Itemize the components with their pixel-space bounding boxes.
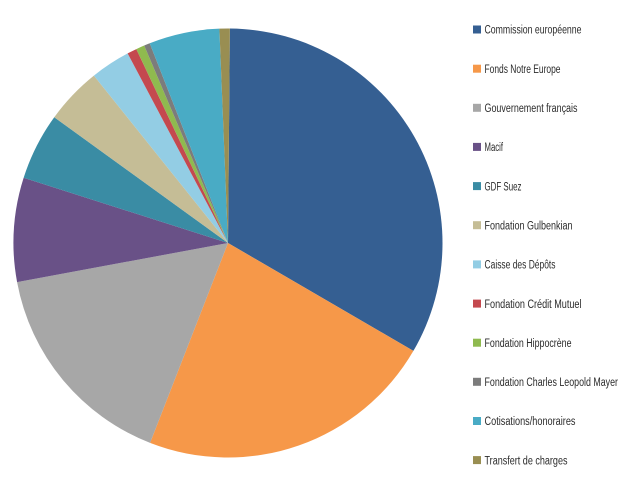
svg-text:Fondation Hippocrène: Fondation Hippocrène <box>485 338 572 350</box>
svg-text:Caisse des Dépôts: Caisse des Dépôts <box>485 260 556 272</box>
svg-text:Transfert de charges: Transfert de charges <box>485 455 568 467</box>
svg-text:Gouvernement français: Gouvernement français <box>485 103 578 115</box>
svg-text:Fonds Notre Europe: Fonds Notre Europe <box>485 64 561 76</box>
svg-text:GDF Suez: GDF Suez <box>485 181 522 193</box>
svg-text:Fondation Gulbenkian: Fondation Gulbenkian <box>485 220 573 232</box>
svg-text:Fondation Charles Leopold Maye: Fondation Charles Leopold Mayer <box>485 377 619 389</box>
svg-text:Commission européenne: Commission européenne <box>485 25 582 37</box>
svg-text:Cotisations/honoraires: Cotisations/honoraires <box>485 416 576 428</box>
svg-text:Macif: Macif <box>485 142 504 154</box>
svg-text:Fondation Crédit Mutuel: Fondation Crédit Mutuel <box>485 299 582 311</box>
